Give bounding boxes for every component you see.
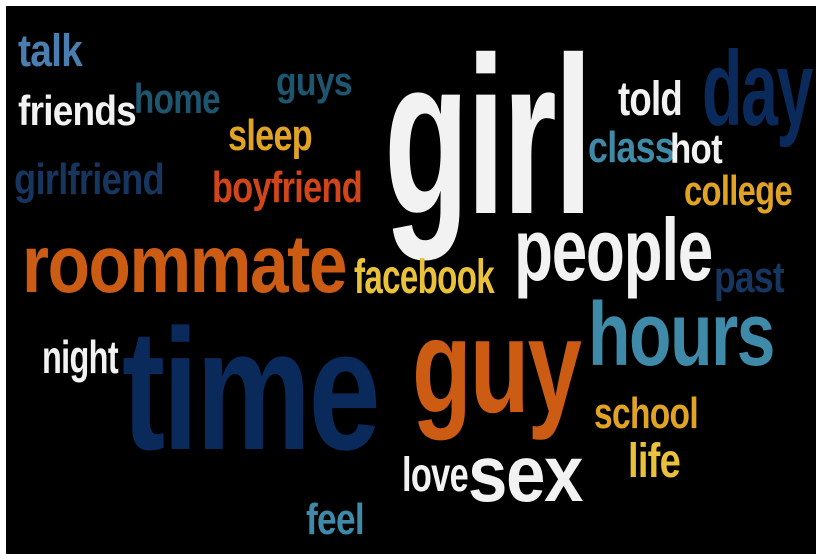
word-hours: hours [588,285,775,385]
word-past: past [714,253,785,302]
word-facebook: facebook [354,251,495,304]
word-girl: girl [384,11,593,261]
word-school: school [594,389,699,438]
word-cloud: talk friends home guys sleep girl day to… [6,6,816,554]
word-love: love [402,449,469,502]
word-talk: talk [18,25,83,76]
word-sex: sex [468,429,583,518]
word-told: told [618,73,683,126]
word-feel: feel [306,495,365,544]
word-guy: guy [412,292,582,441]
word-roommate: roommate [22,219,347,310]
word-girlfriend: girlfriend [14,155,165,204]
word-night: night [42,331,119,383]
word-hot: hot [670,125,723,172]
word-friends: friends [18,87,137,134]
word-day: day [702,30,813,148]
word-guys: guys [276,60,353,104]
word-time: time [122,294,381,486]
word-college: college [684,167,793,214]
word-class: class [588,123,675,172]
word-sleep: sleep [228,111,313,160]
word-boyfriend: boyfriend [212,163,363,212]
word-people: people [514,200,713,299]
word-life: life [628,435,681,488]
word-home: home [134,75,221,122]
